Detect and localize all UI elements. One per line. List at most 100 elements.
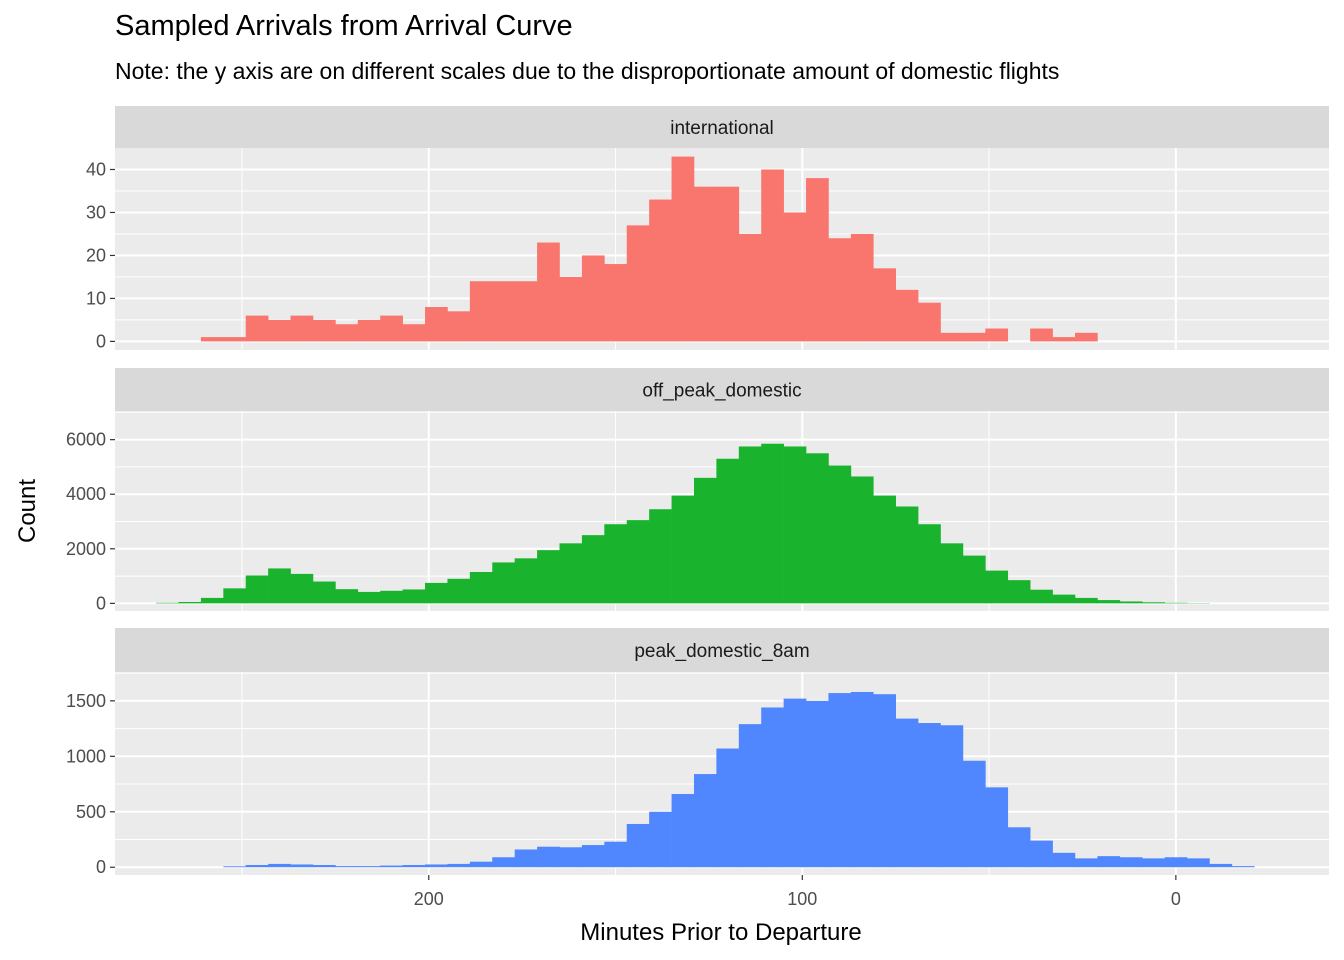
histogram-bar	[1164, 602, 1188, 604]
histogram-bar	[783, 698, 807, 868]
facet-strip-label: international	[670, 118, 774, 139]
histogram-bar	[312, 865, 336, 868]
histogram-bar	[492, 857, 515, 868]
histogram-bar	[268, 863, 291, 868]
histogram-bar	[537, 550, 560, 604]
histogram-bar	[671, 794, 695, 868]
histogram-bar	[873, 268, 896, 342]
histogram-bar	[671, 495, 695, 604]
histogram-bar	[469, 281, 493, 342]
histogram-bar	[357, 319, 381, 342]
histogram-bar	[559, 847, 583, 868]
histogram-bar	[783, 446, 807, 604]
histogram-bar	[1052, 594, 1076, 604]
y-tick-label: 40	[86, 159, 106, 179]
histogram-bar	[716, 186, 740, 342]
panel-peak-domestic-8am: peak_domestic_8am 0 500 1000 1500	[66, 628, 1329, 877]
histogram-bar	[537, 242, 560, 342]
x-axis-title: Minutes Prior to Departure	[580, 919, 861, 946]
histogram-bar	[402, 865, 426, 868]
histogram-bar	[425, 307, 448, 342]
histogram-bar	[806, 178, 829, 342]
histogram-bar	[626, 823, 650, 868]
histogram-bar	[850, 691, 874, 868]
histogram-bar	[671, 156, 695, 342]
histogram-bar	[514, 849, 538, 868]
y-tick-label: 2000	[66, 539, 106, 559]
histogram-bar	[290, 864, 314, 868]
histogram-bar	[290, 315, 314, 342]
histogram-bar	[918, 723, 941, 868]
y-tick-label: 10	[86, 288, 106, 308]
y-tick-label: 20	[86, 245, 106, 265]
y-tick-label: 6000	[66, 430, 106, 450]
histogram-bar	[828, 465, 852, 604]
histogram-bar	[626, 225, 650, 342]
y-tick-label: 4000	[66, 484, 106, 504]
histogram-bar	[245, 315, 269, 342]
panel-off-peak-domestic: off_peak_domestic 0 2000 4000 6000	[66, 368, 1329, 613]
y-tick-label: 0	[96, 331, 106, 351]
chart-title: Sampled Arrivals from Arrival Curve	[115, 10, 573, 42]
histogram-bar	[1142, 858, 1165, 868]
histogram-bar	[693, 186, 717, 342]
histogram-bar	[312, 319, 336, 342]
histogram-bar	[268, 568, 291, 604]
histogram-bar	[850, 233, 874, 342]
histogram-bar	[1074, 597, 1098, 604]
histogram-bar	[738, 446, 762, 604]
histogram-bar	[918, 524, 941, 604]
y-tick-label: 500	[76, 802, 106, 822]
histogram-bar	[1007, 580, 1031, 604]
histogram-bar	[962, 760, 986, 868]
histogram-bar	[537, 846, 560, 868]
histogram-bar	[514, 558, 538, 604]
y-axis-title: Count	[14, 479, 41, 543]
histogram-bar	[962, 555, 986, 604]
x-tick-label: 200	[414, 889, 444, 909]
histogram-bar	[716, 748, 740, 868]
histogram-bar	[761, 443, 784, 604]
facet-strip	[115, 106, 1329, 148]
histogram-bar	[918, 302, 941, 342]
histogram-bar	[940, 725, 964, 868]
histogram-bar	[1231, 866, 1255, 868]
histogram-bar	[469, 571, 493, 604]
histogram-bar	[200, 597, 224, 604]
histogram-bar	[245, 865, 269, 868]
histogram-bar	[581, 535, 605, 604]
histogram-bar	[1007, 827, 1031, 868]
facet-panels: international 0 10 20 30 40 off_peak_domestic 0…	[66, 106, 1329, 877]
histogram-bar	[581, 255, 605, 342]
histogram-bar	[895, 718, 919, 868]
histogram-bar	[1164, 857, 1188, 868]
histogram-bar	[559, 543, 583, 604]
histogram-bar	[806, 700, 829, 868]
histogram-bar	[1074, 858, 1098, 868]
histogram-bar	[581, 845, 605, 868]
histogram-bar	[447, 311, 471, 342]
histogram-bar	[380, 315, 403, 342]
histogram-bar	[604, 841, 628, 868]
histogram-bar	[223, 588, 247, 604]
histogram-bar	[380, 590, 403, 604]
histogram-bar	[425, 864, 448, 868]
histogram-bar	[985, 570, 1009, 604]
histogram-bar	[425, 582, 448, 604]
histogram-bar	[940, 332, 964, 342]
histogram-bar	[1030, 840, 1053, 868]
y-tick-label: 1500	[66, 691, 106, 711]
histogram-bar	[469, 861, 493, 868]
histogram-bar	[806, 453, 829, 604]
histogram-bar	[380, 865, 403, 868]
histogram-bar	[828, 693, 852, 868]
histogram-bar	[895, 289, 919, 342]
histogram-bar	[761, 707, 784, 868]
histogram-bar	[604, 524, 628, 604]
histogram-bar	[223, 337, 247, 342]
histogram-bar	[649, 811, 672, 868]
histogram-bar	[357, 866, 381, 868]
histogram-bar	[514, 281, 538, 342]
y-tick-label: 0	[96, 593, 106, 613]
